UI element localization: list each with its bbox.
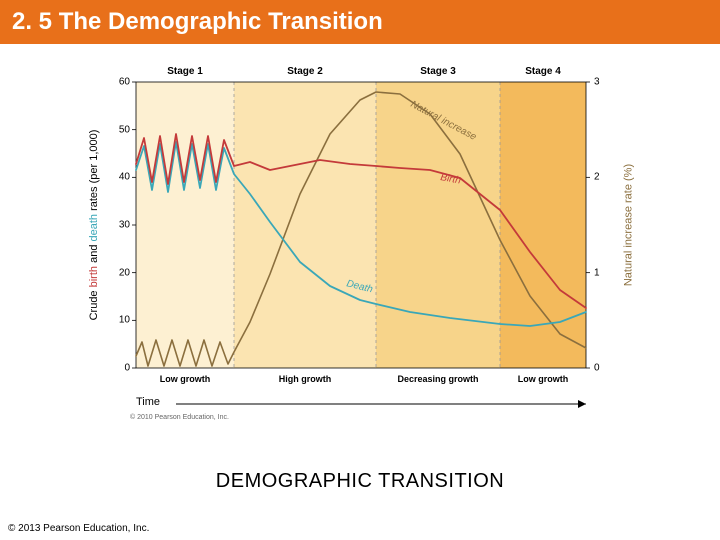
stage-label: Stage 3 [420,66,456,77]
stage-label: Stage 4 [525,66,561,77]
y-tick-left: 60 [110,77,130,88]
y-axis-left-label: Crude birth and death rates (per 1,000) [88,130,100,321]
x-axis-time-label: Time [136,396,160,408]
y-tick-left: 50 [110,124,130,135]
page-title: 2. 5 The Demographic Transition [12,8,383,36]
growth-label: High growth [279,374,332,384]
y-tick-right: 0 [594,363,600,374]
y-tick-left: 40 [110,172,130,183]
y-axis-right-label: Natural increase rate (%) [622,164,634,286]
figure-caption: DEMOGRAPHIC TRANSITION [0,470,720,493]
y-tick-left: 20 [110,267,130,278]
growth-label: Decreasing growth [397,374,478,384]
header-bar: 2. 5 The Demographic Transition [0,0,720,44]
demographic-transition-chart: BirthDeathNatural increase [100,64,620,424]
growth-label: Low growth [160,374,211,384]
chart-container: BirthDeathNatural increase Crude birth a… [100,64,620,424]
page-copyright: © 2013 Pearson Education, Inc. [8,523,149,534]
stage-label: Stage 1 [167,66,203,77]
growth-label: Low growth [518,374,569,384]
image-copyright: © 2010 Pearson Education, Inc. [130,414,229,421]
y-tick-right: 1 [594,267,600,278]
y-tick-left: 10 [110,315,130,326]
y-tick-right: 3 [594,77,600,88]
y-tick-left: 0 [110,363,130,374]
y-tick-right: 2 [594,172,600,183]
y-tick-left: 30 [110,220,130,231]
stage-label: Stage 2 [287,66,323,77]
